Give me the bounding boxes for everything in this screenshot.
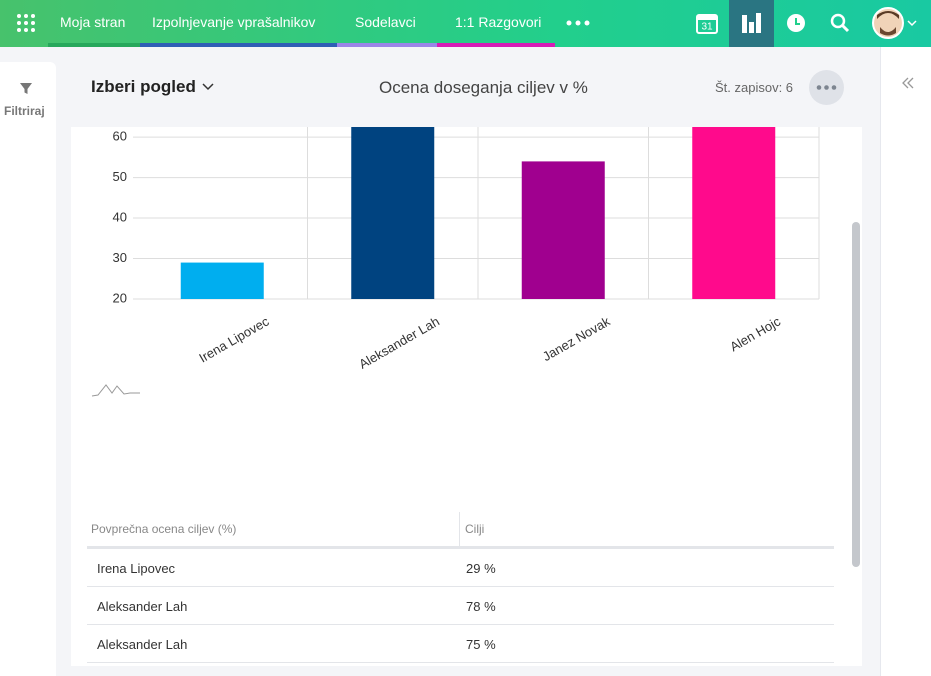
sparkline-icon (91, 384, 140, 397)
right-panel (880, 47, 931, 676)
table-row: Aleksander Lah 78 % (87, 587, 834, 625)
page-title: Ocena doseganja ciljev v % (379, 78, 588, 97)
bar (180, 262, 264, 299)
x-tick-label: Irena Lipovec (196, 313, 272, 365)
chart-icon (742, 13, 761, 33)
nav-underline (140, 43, 337, 47)
calendar-icon[interactable]: 31 (696, 12, 718, 34)
record-count: Št. zapisov: 6 (715, 80, 794, 95)
table-cell: 75 % (466, 637, 496, 652)
search-icon[interactable] (830, 13, 850, 33)
table-row: Irena Lipovec 29 % (87, 549, 834, 587)
x-tick-label: Aleksander Lah (356, 314, 442, 372)
plot-area (180, 127, 776, 299)
view-select-label: Izberi pogled (91, 77, 196, 96)
bar (351, 127, 435, 299)
calendar-day: 31 (701, 22, 713, 33)
x-tick-label: Janez Novak (540, 313, 613, 364)
nav-item[interactable]: Moja stran (60, 14, 126, 30)
table-cell: Aleksander Lah (97, 599, 188, 614)
nav-underline (437, 43, 555, 47)
more-icon[interactable] (566, 19, 590, 27)
y-tick-label: 60 (113, 129, 127, 144)
avatar[interactable] (872, 7, 922, 39)
column-header: Povprečna ocena ciljev (%) (91, 522, 237, 536)
nav-item[interactable]: 1:1 Razgovori (455, 14, 542, 30)
nav-item[interactable]: Sodelavci (355, 14, 416, 30)
table-cell: 29 % (466, 561, 496, 576)
y-tick-label: 30 (113, 250, 127, 265)
y-tick-label: 20 (113, 290, 127, 305)
view-select[interactable]: Izberi pogled (91, 77, 215, 97)
nav-underline (48, 43, 140, 47)
bar (692, 127, 776, 299)
top-nav: Moja stran Izpolnjevanje vprašalnikov So… (0, 0, 931, 47)
table-header: Povprečna ocena ciljev (%) Cilji (87, 512, 834, 549)
filter-label[interactable]: Filtriraj (4, 104, 45, 118)
bar (521, 161, 605, 299)
chart: 20 30 40 50 60 Irena Lipovec Aleksander Lah Jan… (91, 127, 820, 397)
table-cell: Aleksander Lah (97, 637, 188, 652)
data-table: Povprečna ocena ciljev (%) Cilji Irena Lip… (87, 512, 834, 663)
column-header: Cilji (465, 522, 485, 536)
x-tick-label: Alen Hojc (727, 313, 783, 354)
y-tick-label: 50 (113, 169, 127, 184)
y-tick-label: 40 (113, 209, 127, 224)
table-cell: 78 % (466, 599, 496, 614)
filter-icon[interactable] (19, 82, 33, 96)
sidebar: Filtriraj (0, 62, 56, 676)
report-card: 20 30 40 50 60 Irena Lipovec Aleksander Lah Jan… (71, 127, 862, 666)
clock-icon[interactable] (786, 13, 806, 33)
scrollbar[interactable] (852, 222, 860, 567)
active-tab[interactable] (729, 0, 774, 47)
table-cell: Irena Lipovec (97, 561, 176, 576)
column-divider (459, 512, 460, 546)
nav-item[interactable]: Izpolnjevanje vprašalnikov (152, 14, 316, 30)
nav-underline (337, 43, 437, 47)
more-button[interactable] (809, 70, 844, 105)
apps-icon[interactable] (16, 13, 37, 34)
collapse-icon[interactable] (901, 77, 915, 89)
table-row: Aleksander Lah 75 % (87, 625, 834, 663)
chevron (202, 83, 214, 91)
